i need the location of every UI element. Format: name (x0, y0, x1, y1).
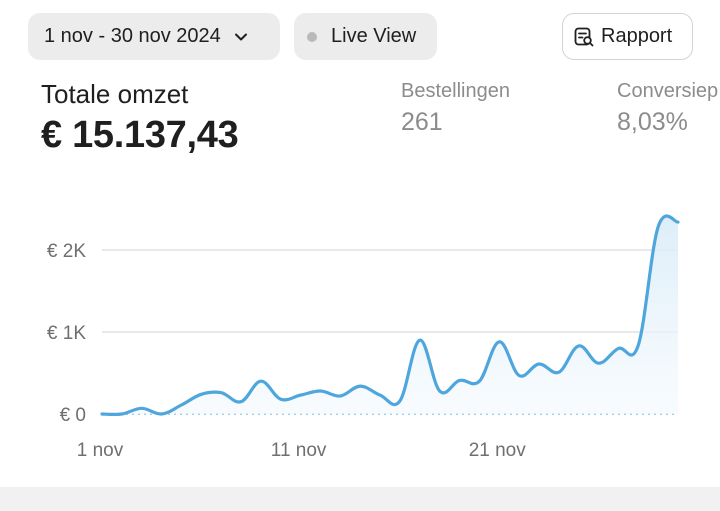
orders-value: 261 (401, 108, 443, 136)
report-button[interactable]: Rapport (562, 13, 693, 60)
footer-bar (0, 487, 720, 511)
chevron-down-icon (234, 33, 247, 40)
x-tick-label: 11 nov (271, 440, 327, 461)
orders-label: Bestellingen (401, 80, 510, 102)
y-tick-label: € 0 (60, 405, 86, 426)
conversion-value: 8,03% (617, 108, 688, 136)
sales-area (102, 215, 678, 415)
report-label: Rapport (601, 25, 673, 47)
x-tick-label: 1 nov (77, 440, 124, 461)
total-sales-value: € 15.137,43 (41, 114, 239, 156)
x-tick-label: 21 nov (469, 440, 527, 461)
status-dot-icon (307, 31, 317, 42)
date-range-label: 1 nov - 30 nov 2024 (44, 25, 221, 47)
live-view-label: Live View (331, 25, 417, 47)
total-sales-label: Totale omzet (41, 79, 189, 109)
date-range-selector[interactable]: 1 nov - 30 nov 2024 (28, 13, 280, 60)
y-tick-label: € 1K (47, 323, 86, 344)
report-icon (574, 27, 594, 46)
live-view-button[interactable]: Live View (294, 13, 437, 60)
conversion-label: Conversiep (617, 80, 719, 102)
sales-chart: € 0 € 1K € 2K 1 nov 11 nov 21 nov (47, 214, 680, 461)
y-tick-label: € 2K (47, 241, 86, 262)
sales-line (100, 214, 680, 417)
